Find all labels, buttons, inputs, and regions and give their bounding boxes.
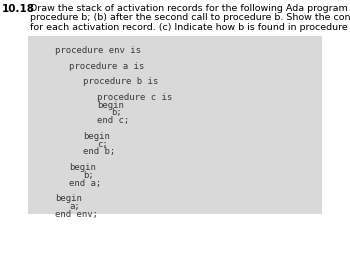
Text: c;: c;	[97, 140, 108, 149]
Text: procedure b; (b) after the second call to procedure b. Show the control links an: procedure b; (b) after the second call t…	[30, 13, 350, 23]
Text: end b;: end b;	[83, 147, 115, 156]
Text: 10.18: 10.18	[2, 4, 35, 14]
Bar	[28, 36, 322, 214]
Text: procedure a is: procedure a is	[69, 62, 144, 71]
Text: end a;: end a;	[69, 179, 101, 188]
Text: Draw the stack of activation records for the following Ada program (a) after the: Draw the stack of activation records for…	[30, 4, 350, 13]
Text: end env;: end env;	[55, 210, 98, 219]
Text: for each activation record. (c) Indicate how b is found in procedure c.: for each activation record. (c) Indicate…	[30, 23, 350, 32]
Text: begin: begin	[69, 163, 96, 172]
Text: procedure b is: procedure b is	[83, 77, 158, 86]
Text: begin: begin	[97, 101, 124, 109]
Text: a;: a;	[69, 202, 80, 211]
Text: begin: begin	[83, 132, 110, 141]
Text: procedure c is: procedure c is	[97, 93, 172, 102]
Text: begin: begin	[55, 194, 82, 203]
Text: b;: b;	[111, 108, 122, 117]
Text: end c;: end c;	[97, 116, 129, 125]
Text: procedure env is: procedure env is	[55, 46, 141, 55]
Text: b;: b;	[83, 171, 94, 180]
